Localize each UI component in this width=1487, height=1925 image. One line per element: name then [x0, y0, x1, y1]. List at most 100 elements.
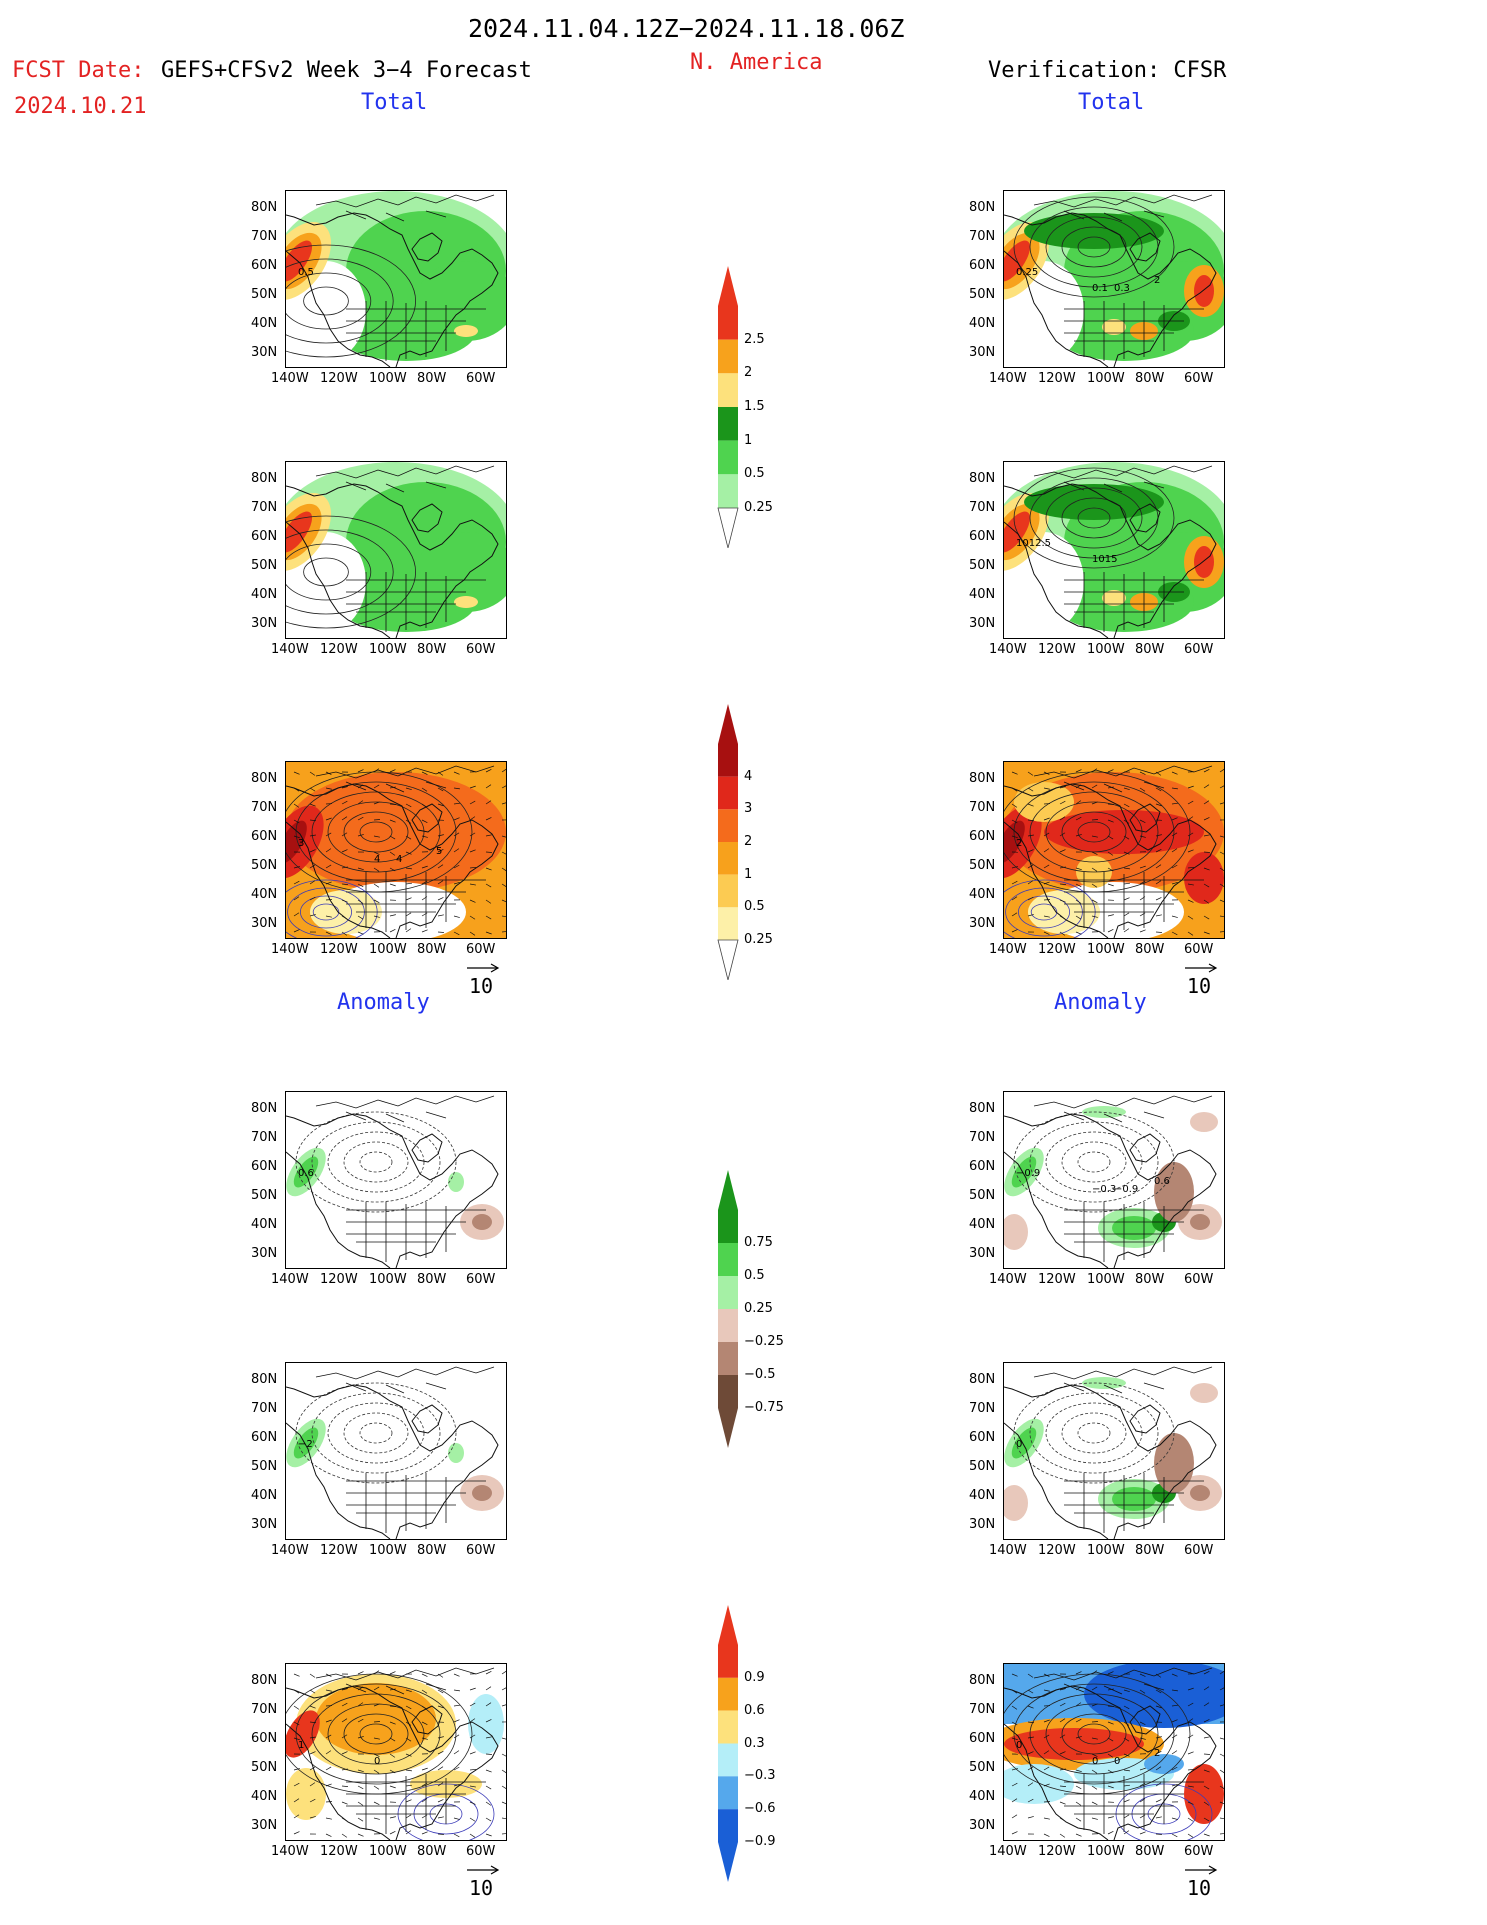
lon-label: 140W: [271, 371, 309, 386]
colorbar: [716, 1170, 740, 1448]
lat-label: 30N: [251, 1818, 278, 1833]
lon-label: 80W: [417, 1844, 447, 1859]
colorbar: [716, 1605, 740, 1882]
lat-label: 60N: [969, 1430, 996, 1445]
lon-label: 60W: [466, 1844, 496, 1859]
lat-label: 60N: [969, 258, 996, 273]
lat-label: 70N: [251, 229, 278, 244]
contour-label: 1012.5: [1016, 538, 1051, 549]
lon-label: 80W: [417, 642, 447, 657]
lat-label: 60N: [969, 1159, 996, 1174]
lon-label: 100W: [369, 371, 407, 386]
contour-label: 3: [298, 838, 304, 849]
colorbar-label: 0.6: [744, 1703, 765, 1718]
colorbar: [716, 704, 740, 980]
lat-label: 60N: [251, 1430, 278, 1445]
colorbar-label: 1: [744, 433, 753, 448]
lat-label: 50N: [969, 1459, 996, 1474]
colorbar-label: 0.75: [744, 1235, 773, 1250]
lat-label: 40N: [251, 887, 278, 902]
contour-label: −0.9: [1114, 1184, 1138, 1195]
lon-label: 100W: [1087, 1844, 1125, 1859]
lon-label: 140W: [271, 1844, 309, 1859]
contour-label: 1015: [1092, 554, 1117, 565]
map-panel: 1012.5 1015: [1003, 461, 1225, 639]
map-svg: 2: [1004, 762, 1224, 938]
vector-reference: 10: [465, 1862, 501, 1902]
lat-label: 40N: [251, 1789, 278, 1804]
contour-label: 2: [1154, 275, 1160, 286]
lat-label: 30N: [251, 916, 278, 931]
colorbar-label: 3: [744, 801, 753, 816]
lat-label: 60N: [251, 258, 278, 273]
date-range-title: 2024.11.04.12Z−2024.11.18.06Z: [468, 14, 905, 43]
lon-label: 100W: [1087, 371, 1125, 386]
lat-label: 50N: [251, 858, 278, 873]
lat-label: 70N: [251, 1401, 278, 1416]
lon-label: 120W: [1038, 1272, 1076, 1287]
contour-label: 0.6: [1154, 1176, 1170, 1187]
lon-label: 80W: [417, 942, 447, 957]
map-panel: 3 4 4 5: [285, 761, 507, 939]
lon-label: 60W: [1184, 1543, 1214, 1558]
lat-label: 70N: [251, 1702, 278, 1717]
lon-label: 100W: [369, 642, 407, 657]
lat-label: 50N: [969, 287, 996, 302]
lat-label: 70N: [969, 229, 996, 244]
lon-label: 100W: [1087, 942, 1125, 957]
lat-label: 50N: [251, 558, 278, 573]
colorbar-label: −0.6: [744, 1801, 776, 1816]
lon-label: 120W: [320, 1844, 358, 1859]
contour-label: −0.9: [1016, 1168, 1040, 1179]
lat-label: 40N: [969, 1217, 996, 1232]
map-svg: 0.6: [286, 1092, 506, 1268]
map-svg: 0: [1004, 1363, 1224, 1539]
lat-label: 80N: [251, 1673, 278, 1688]
lon-label: 80W: [1135, 942, 1165, 957]
lon-label: 60W: [1184, 1272, 1214, 1287]
map-panel: 2: [1003, 761, 1225, 939]
colorbar-label: 0.5: [744, 899, 765, 914]
fcst-date-label: FCST Date:: [12, 58, 145, 83]
contour-label: 0.25: [1016, 267, 1038, 278]
fcst-date-value: 2024.10.21: [14, 94, 147, 119]
colorbar-label: 1.5: [744, 399, 765, 414]
lat-label: 60N: [251, 1731, 278, 1746]
lat-label: 50N: [251, 287, 278, 302]
map-svg: −0.9−0.3−0.90.6: [1004, 1092, 1224, 1268]
colorbar-label: −0.5: [744, 1367, 776, 1382]
contour-label: 0.1: [1092, 283, 1108, 294]
lon-label: 120W: [320, 942, 358, 957]
lon-label: 120W: [320, 1543, 358, 1558]
lon-label: 120W: [320, 642, 358, 657]
lat-label: 70N: [251, 500, 278, 515]
lon-label: 140W: [271, 1272, 309, 1287]
lat-label: 50N: [969, 558, 996, 573]
lon-label: 140W: [989, 371, 1027, 386]
lat-label: 50N: [251, 1459, 278, 1474]
lon-label: 140W: [989, 1844, 1027, 1859]
lat-label: 80N: [251, 1372, 278, 1387]
lon-label: 60W: [1184, 371, 1214, 386]
contour-label: 2: [1154, 1748, 1160, 1759]
model-title: GEFS+CFSv2 Week 3−4 Forecast: [161, 58, 532, 83]
lat-label: 50N: [251, 1188, 278, 1203]
contour-label: 0.6: [298, 1168, 314, 1179]
contour-label: 0: [1092, 1756, 1098, 1767]
lat-label: 40N: [969, 1488, 996, 1503]
lat-label: 80N: [251, 771, 278, 786]
lat-label: 30N: [969, 1246, 996, 1261]
lat-label: 50N: [969, 1188, 996, 1203]
map-panel: 0: [1003, 1362, 1225, 1540]
lon-label: 120W: [1038, 1543, 1076, 1558]
lat-label: 70N: [969, 1702, 996, 1717]
vector-reference-value: 10: [1187, 1876, 1212, 1900]
lon-label: 60W: [1184, 942, 1214, 957]
lat-label: 30N: [251, 1517, 278, 1532]
lat-label: 80N: [969, 200, 996, 215]
contour-label: 0: [1016, 1740, 1022, 1751]
lat-label: 70N: [969, 500, 996, 515]
lon-label: 80W: [1135, 371, 1165, 386]
lat-label: 80N: [969, 771, 996, 786]
